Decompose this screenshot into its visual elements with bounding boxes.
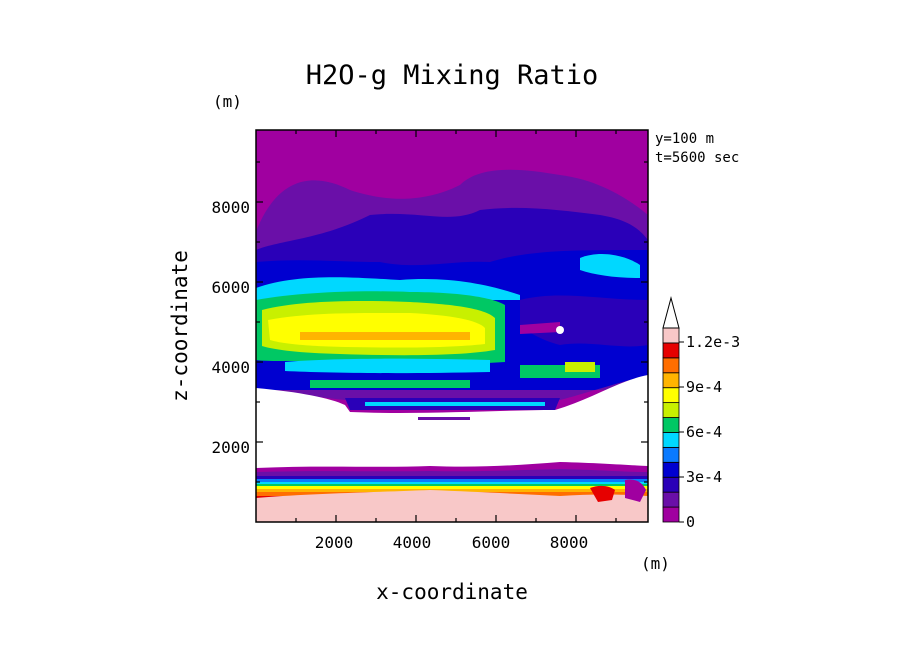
red-surface-blob [590, 485, 615, 502]
purple-surface-blob [625, 479, 646, 502]
colorbar-extend-arrow [662, 296, 680, 329]
colorbar-swatch [662, 417, 680, 433]
small-white-cell [556, 326, 564, 334]
colorbar-swatch [662, 506, 680, 523]
plot-area [256, 130, 648, 522]
green-streak [310, 380, 470, 388]
colorbar-swatch [662, 476, 680, 493]
mid-lower-edge [256, 375, 648, 400]
x-tick-label: 6000 [472, 533, 511, 552]
x-tick-label: 4000 [393, 533, 432, 552]
cyan-streak [285, 358, 490, 374]
x-axis-label: x-coordinate [376, 580, 528, 604]
y-tick-label: 2000 [211, 438, 250, 457]
plot-frame [255, 129, 649, 523]
colorbar-swatch [662, 402, 680, 418]
axis-ticks [256, 130, 648, 522]
right-purple-strip [520, 295, 648, 347]
x-unit-label: (m) [641, 554, 670, 573]
orange-streak [300, 332, 470, 340]
y-tick-label: 8000 [211, 198, 250, 217]
colorbar-tick-label: 0 [686, 513, 695, 531]
colorbar-swatch [662, 491, 680, 508]
surface-layer [256, 490, 648, 522]
colorbar-swatch [662, 461, 680, 478]
y-axis-label: z-coordinate [168, 250, 192, 402]
right-purple-blob [520, 322, 560, 334]
white-gap [256, 375, 648, 468]
y-tick-label: 4000 [211, 358, 250, 377]
colorbar-swatch [662, 446, 680, 463]
colorbar-tick-label: 6e-4 [686, 423, 722, 441]
colorbar [662, 296, 684, 523]
cyan-patch-right [580, 254, 640, 278]
colorbar-tick-label: 1.2e-3 [686, 333, 740, 351]
x-tick-label: 8000 [550, 533, 589, 552]
x-tick-label: 2000 [315, 533, 354, 552]
annotation-t: t=5600 sec [655, 150, 739, 166]
colorbar-swatch [662, 327, 680, 344]
right-yellow-streak [565, 362, 595, 372]
colorbar-swatch [662, 342, 680, 359]
colorbar-swatch [662, 372, 680, 389]
colorbar-tick-label: 3e-4 [686, 468, 722, 486]
thin-purple-line [418, 417, 470, 420]
annotation-y: y=100 m [655, 131, 714, 147]
colorbar-swatch [662, 357, 680, 374]
yellow-core [268, 312, 485, 348]
colorbar-swatch [662, 387, 680, 404]
y-unit-label: (m) [213, 92, 242, 111]
mid-lower-cyan [365, 402, 545, 406]
colorbar-swatch [662, 432, 680, 448]
chart-title: H2O-g Mixing Ratio [306, 60, 599, 91]
y-tick-label: 6000 [211, 278, 250, 297]
colorbar-tick-label: 9e-4 [686, 378, 722, 396]
